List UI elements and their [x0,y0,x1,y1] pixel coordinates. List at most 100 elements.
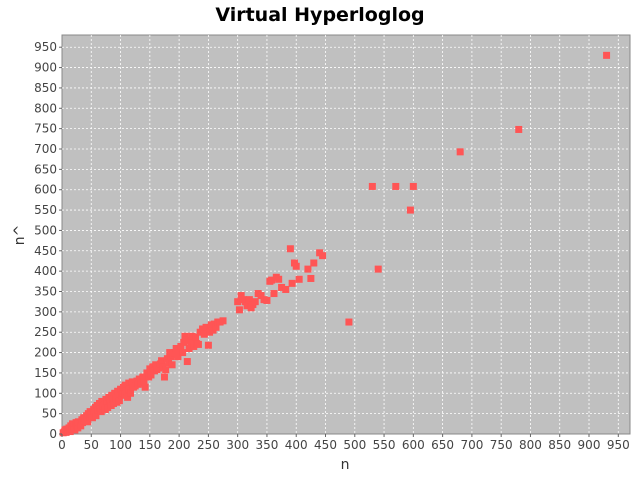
x-tick-label: 700 [460,438,483,452]
data-point [219,317,227,325]
data-point [392,182,400,190]
data-point [212,323,220,331]
data-point [310,259,318,267]
y-tick-label: 300 [34,305,57,319]
data-point [183,358,191,366]
x-tick-label: 850 [548,438,571,452]
data-point [84,418,92,426]
data-point [286,245,294,253]
data-point [185,345,193,352]
data-point [251,298,259,306]
x-axis-label: n [341,457,350,473]
y-tick-label: 100 [34,386,57,400]
data-point [194,340,202,348]
y-tick-label: 0 [49,427,57,441]
data-point [234,298,242,306]
data-point [200,330,208,338]
data-point [192,333,200,341]
y-tick-label: 50 [42,407,57,421]
x-tick-label: 100 [109,438,132,452]
x-tick-label: 800 [519,438,542,452]
y-tick-label: 800 [34,101,57,115]
data-point [603,51,611,59]
data-point [128,378,136,386]
data-point [456,148,464,156]
y-tick-label: 550 [34,203,57,217]
y-tick-label: 900 [34,61,57,75]
data-point [168,361,176,369]
data-point [295,275,303,283]
x-tick-label: 550 [373,438,396,452]
y-tick-label: 700 [34,142,57,156]
data-point [243,302,251,310]
data-point [270,290,278,298]
x-tick-label: 950 [607,438,630,452]
data-point [170,349,178,357]
data-point [374,265,382,273]
data-point [304,265,312,273]
y-tick-label: 750 [34,122,57,136]
data-point [92,412,100,420]
data-point [115,397,123,405]
data-point [155,364,163,372]
data-point [368,182,376,190]
data-point [158,357,166,365]
data-point [237,292,245,300]
y-axis-label: n^ [12,225,28,246]
data-point [515,125,523,133]
data-point [278,283,286,291]
data-point [125,379,133,387]
x-tick-label: 900 [578,438,601,452]
data-point [188,332,196,340]
data-point [292,262,300,270]
data-point [406,206,414,214]
data-point [97,408,105,416]
x-tick-label: 650 [431,438,454,452]
data-point [263,296,271,304]
data-point [187,338,195,346]
y-tick-label: 450 [34,244,57,258]
data-point [319,252,327,260]
data-point [125,385,133,393]
data-point [165,359,173,367]
data-point [174,353,182,361]
data-point [206,328,214,336]
y-axis: 0 50 100 150 200 250 300 350 400 450 500 550 600 650 7… [34,40,62,441]
y-tick-label: 850 [34,81,57,95]
data-point [163,355,171,363]
x-tick-label: 200 [168,438,191,452]
data-point [204,341,212,349]
y-tick-label: 650 [34,162,57,176]
data-point [162,366,170,374]
data-point [160,373,168,381]
y-tick-label: 500 [34,223,57,237]
y-tick-label: 350 [34,285,57,299]
x-tick-label: 600 [402,438,425,452]
data-points [59,51,611,437]
data-point [127,389,135,397]
data-point [288,279,296,287]
data-point [345,318,353,326]
chart-title: Virtual Hyperloglog [215,4,424,26]
y-tick-label: 950 [34,40,57,54]
data-point [177,342,185,350]
data-point [124,393,132,401]
data-point [179,349,187,357]
data-point [182,336,190,344]
data-point [275,275,283,283]
data-point [268,276,276,284]
data-point [181,332,189,340]
data-point [88,414,96,422]
x-tick-label: 500 [343,438,366,452]
data-point [147,371,155,379]
x-tick-label: 400 [285,438,308,452]
data-point [245,296,253,304]
data-point [307,274,315,282]
data-point [175,347,183,355]
data-point [141,383,149,391]
x-tick-label: 300 [226,438,249,452]
x-tick-label: 0 [58,438,66,452]
x-tick-label: 750 [490,438,513,452]
data-point [166,349,174,357]
